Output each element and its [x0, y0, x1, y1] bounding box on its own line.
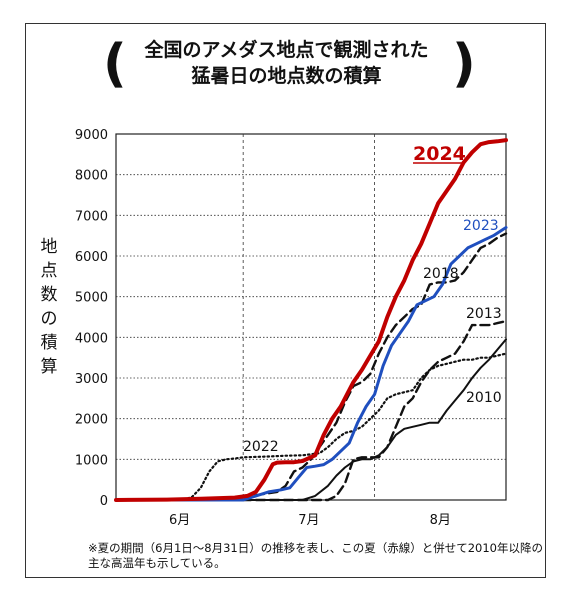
y-axis-label: 地点数の積算 [40, 237, 58, 377]
chart-title-line-2: 猛暑日の地点数の積算 [191, 65, 382, 87]
left-bracket: ( [103, 34, 127, 94]
y-tick-label: 7000 [75, 209, 108, 224]
right-bracket: ) [452, 34, 476, 94]
chart-title: 全国のアメダス地点で観測された 猛暑日の地点数の積算 [0, 37, 573, 89]
footnote: ※夏の期間（6月1日～8月31日）の推移を表し、この夏（赤線）と併せて2010年… [88, 541, 543, 570]
y-tick-label: 5000 [75, 291, 108, 306]
y-tick-label: 6000 [75, 250, 108, 265]
y-tick-label: 8000 [75, 169, 108, 184]
series-label-2013: 2013 [466, 306, 502, 322]
y-tick-label: 1000 [75, 453, 108, 468]
series-label-2023: 2023 [463, 218, 499, 234]
chart-title-line-1: 全国のアメダス地点で観測された [144, 39, 429, 61]
series-label-2010: 2010 [466, 390, 502, 406]
x-month-label: 6月 [169, 513, 190, 528]
series-line-2024 [114, 138, 508, 502]
series-line-2023 [114, 226, 508, 502]
series-label-2022: 2022 [243, 439, 279, 455]
x-month-label: 8月 [430, 513, 451, 528]
y-tick-label: 0 [100, 494, 108, 509]
y-tick-label: 4000 [75, 331, 108, 346]
series-line-2018 [114, 232, 508, 502]
x-month-label: 7月 [298, 513, 319, 528]
y-tick-label: 2000 [75, 413, 108, 428]
y-tick-label: 9000 [75, 128, 108, 143]
series-label-2024: 2024 [413, 143, 466, 165]
series-line-2013 [114, 319, 508, 502]
y-tick-label: 3000 [75, 372, 108, 387]
series-line-2010 [115, 338, 507, 501]
series-line-2022 [114, 352, 508, 502]
series-label-2018: 2018 [423, 266, 459, 282]
plot-area [115, 133, 507, 501]
